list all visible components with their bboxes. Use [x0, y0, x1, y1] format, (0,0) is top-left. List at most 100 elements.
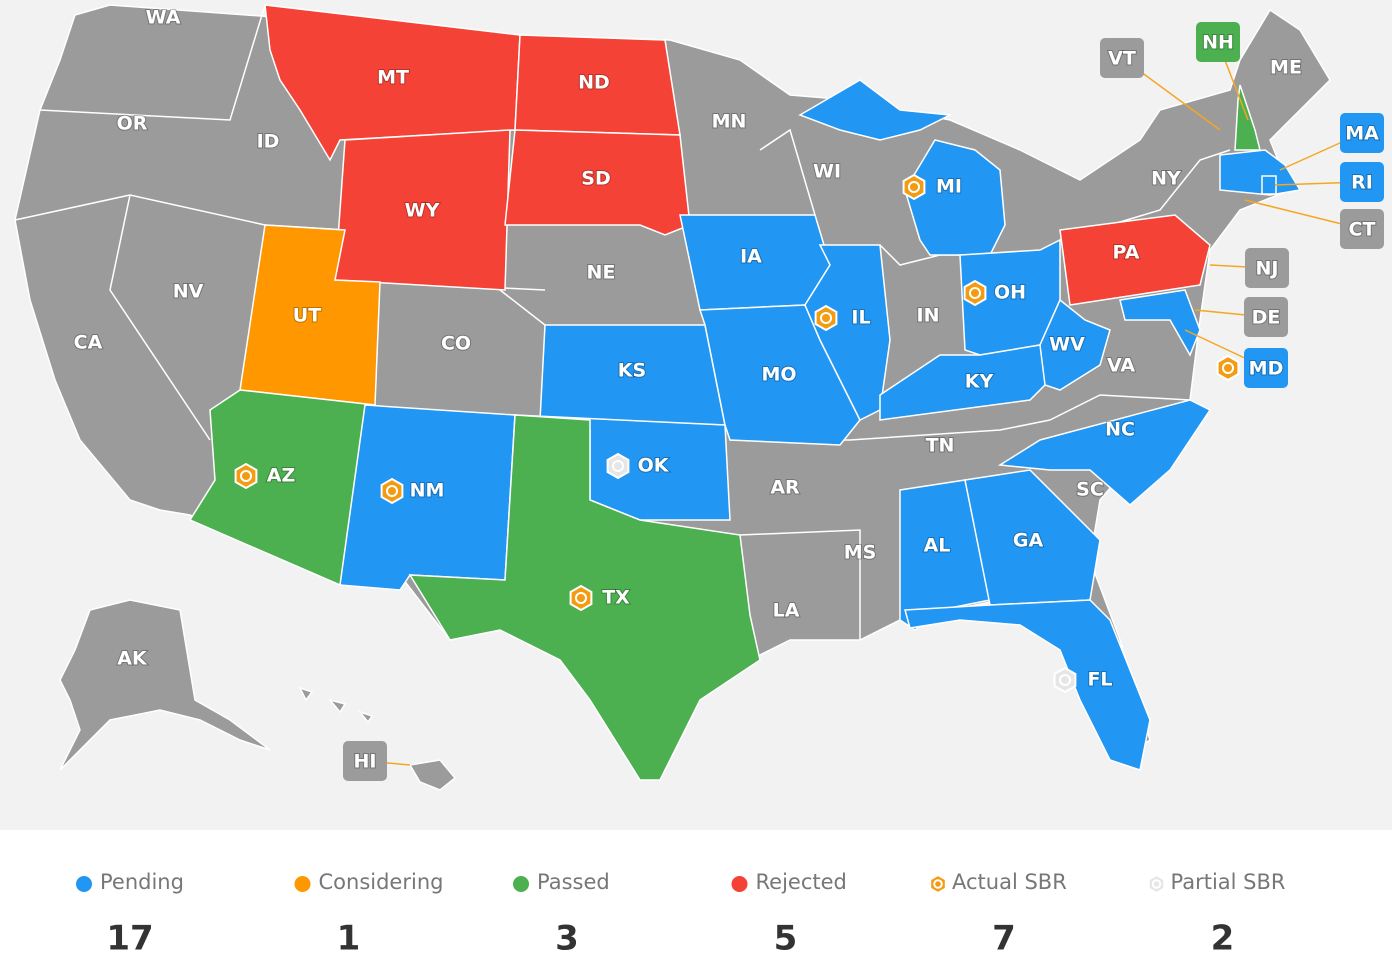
state-label: CO	[441, 333, 471, 355]
legend-label: Passed	[537, 870, 610, 894]
state-label: NC	[1105, 419, 1135, 441]
state-label: WI	[813, 161, 841, 183]
state-label: MI	[936, 176, 962, 198]
state-shape	[904, 139, 1006, 256]
legend-label: Rejected	[756, 870, 847, 894]
state-labels: WA OR CA ID NV MT WY UT AZ CO NM ND SD NE KS OK TX MN IA MO…	[73, 6, 1384, 781]
legend-icon-mark	[933, 879, 943, 889]
state-label: TN	[926, 435, 955, 457]
state-label: OR	[117, 113, 148, 135]
state-label: IL	[851, 307, 870, 329]
state-label: OK	[638, 455, 670, 477]
sbr-icon-mark	[385, 484, 399, 498]
state-label: SD	[581, 168, 610, 190]
state-label: OH	[994, 282, 1026, 304]
state-label: AL	[924, 535, 951, 557]
legend-count: 7	[992, 919, 1016, 959]
callout-box	[1340, 209, 1384, 249]
state-shape	[1261, 175, 1277, 195]
state-label: FL	[1087, 669, 1112, 691]
state-label: GA	[1013, 530, 1044, 552]
state-label: VT	[1108, 48, 1136, 70]
state-label: NM	[410, 480, 445, 502]
state-label: HI	[354, 751, 377, 773]
sbr-icon-mark	[574, 591, 588, 605]
state-label: NY	[1151, 168, 1181, 190]
state-label: LA	[773, 600, 800, 622]
state-label: KS	[618, 360, 646, 382]
states	[59, 4, 1302, 791]
legend-icon-mark	[1151, 879, 1162, 889]
sbr-icon	[606, 452, 630, 480]
legend-label: Pending	[100, 870, 184, 894]
state-label: ND	[578, 72, 610, 94]
state-label: DE	[1252, 307, 1281, 329]
callout-box	[343, 741, 387, 781]
legend-count: 3	[555, 919, 579, 959]
state-label: AZ	[267, 465, 295, 487]
legend-icon	[1147, 873, 1166, 895]
legend-label: Partial SBR	[1171, 870, 1286, 894]
state-label: AK	[117, 648, 148, 670]
state-label: MO	[761, 364, 796, 386]
state-label: MA	[1345, 123, 1379, 145]
legend-icon	[929, 873, 947, 895]
legend-dot	[294, 876, 311, 892]
sbr-icon	[1216, 354, 1240, 382]
state-label: WV	[1049, 334, 1085, 356]
sbr-icon	[902, 173, 926, 201]
state-shape	[804, 244, 891, 422]
state-shape	[904, 599, 1151, 771]
border	[109, 194, 211, 441]
state-label: NE	[587, 262, 616, 284]
state-label: IA	[740, 246, 762, 268]
state-label: ME	[1270, 57, 1302, 79]
legend-count: 2	[1211, 919, 1235, 959]
state-shape	[59, 599, 271, 771]
sbr-icon	[963, 279, 987, 307]
sbr-icon	[234, 462, 258, 490]
callout-box	[1100, 38, 1144, 78]
state-shape	[327, 698, 347, 714]
state-label: VA	[1107, 355, 1135, 377]
state-label: CT	[1349, 219, 1376, 241]
state-shape	[997, 399, 1212, 506]
sbr-icon-mark	[1058, 673, 1072, 687]
state-label: ID	[257, 131, 280, 153]
legend: Pending 17 Considering 1 Passed 3 Rejected 5 Act…	[76, 870, 1286, 959]
state-borders	[14, 4, 1231, 640]
sbr-icon	[1053, 666, 1077, 694]
callout-box	[1244, 348, 1288, 388]
callout-box	[1245, 248, 1289, 288]
legend-background	[0, 830, 1392, 962]
state-label: WY	[405, 200, 440, 222]
legend-count: 1	[337, 919, 361, 959]
state-label: CA	[74, 332, 103, 354]
state-label: NH	[1202, 32, 1234, 54]
callout-box	[1340, 162, 1384, 202]
state-shape	[1219, 149, 1302, 196]
sbr-icon-mark	[968, 286, 982, 300]
state-shape	[357, 710, 374, 724]
border	[759, 128, 816, 216]
legend-label: Considering	[319, 870, 444, 894]
state-label: UT	[293, 305, 321, 327]
state-shape	[298, 686, 314, 702]
callout-box	[1196, 22, 1240, 62]
border	[39, 4, 266, 121]
state-label: KY	[965, 371, 994, 393]
state-label: MD	[1249, 358, 1284, 380]
state-label: TX	[602, 587, 630, 609]
state-shape	[1039, 298, 1111, 391]
state-shape	[408, 759, 457, 791]
sbr-icon-mark	[907, 180, 921, 194]
legend-count: 17	[106, 919, 153, 959]
border	[1049, 394, 1191, 421]
state-label: RI	[1351, 172, 1373, 194]
sbr-icon-mark	[819, 311, 833, 325]
legend-dot	[513, 876, 529, 892]
state-label: AR	[770, 477, 800, 499]
